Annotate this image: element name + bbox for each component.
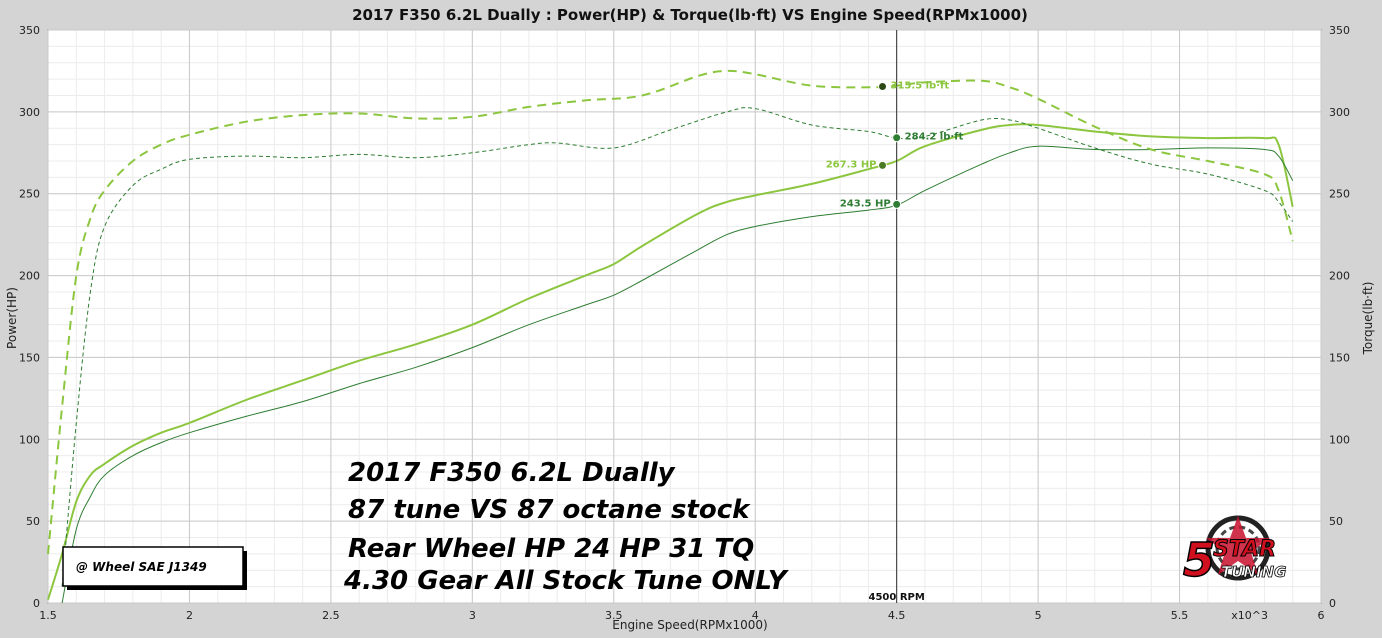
grid (47, 29, 1322, 604)
value-marker-label: 284.2 lb·ft (905, 132, 964, 143)
five-star-tuning-logo: 5 STAR TUNING (1182, 515, 1287, 588)
annotation-line-1: 2017 F350 6.2L Dually (348, 458, 676, 488)
x-multiplier-label: x10^3 (1231, 609, 1268, 622)
series-power-stock-line (61, 145, 1294, 604)
y-axis-title-right: Torque(lb·ft) (1361, 282, 1375, 356)
y-tick-label-left: 0 (33, 597, 40, 610)
y-tick-label-right: 250 (1329, 188, 1350, 201)
value-marker-dot[interactable] (878, 81, 888, 91)
x-tick-label: 4.5 (888, 609, 906, 622)
value-marker-dot[interactable] (892, 133, 902, 143)
y-tick-label-right: 200 (1329, 270, 1350, 283)
logo-tuning: TUNING (1221, 563, 1286, 581)
series-power-tune-line (47, 123, 1294, 601)
sae-badge: @ Wheel SAE J1349 (62, 546, 247, 590)
logo-number: 5 (1183, 533, 1215, 587)
x-tick-label: 2.5 (322, 609, 340, 622)
series-torque-stock-line (61, 107, 1294, 587)
y-tick-label-left: 350 (19, 24, 40, 37)
value-marker-dot[interactable] (878, 160, 888, 170)
series-torque-tune-line (47, 69, 1294, 554)
markers-layer: 315.5 lb·ft 284.2 lb·ft 267.3 HP 243.5 HP (826, 80, 964, 209)
y-tick-label-left: 50 (26, 515, 40, 528)
value-marker-label: 267.3 HP (826, 159, 877, 170)
x-tick-label: 1.5 (39, 609, 57, 622)
x-tick-label: 5.5 (1171, 609, 1189, 622)
y-tick-label-left: 300 (19, 106, 40, 119)
x-tick-label: 5 (1035, 609, 1042, 622)
annotation-line-3: Rear Wheel HP 24 HP 31 TQ (348, 534, 754, 564)
x-tick-label: 2 (186, 609, 193, 622)
value-marker-label: 243.5 HP (840, 198, 891, 209)
y-tick-label-right: 0 (1329, 597, 1336, 610)
chart-title: 2017 F350 6.2L Dually : Power(HP) & Torq… (352, 6, 1028, 24)
annotation-line-2: 87 tune VS 87 octane stock (348, 495, 751, 525)
y-tick-label-right: 300 (1329, 106, 1350, 119)
y-tick-label-right: 100 (1329, 433, 1350, 446)
y-axis-title-left: Power(HP) (5, 287, 19, 349)
x-axis-title: Engine Speed(RPMx1000) (612, 618, 768, 632)
y-tick-label-right: 50 (1329, 515, 1343, 528)
y-tick-label-left: 100 (19, 433, 40, 446)
sae-badge-text: @ Wheel SAE J1349 (76, 560, 207, 574)
y-tick-label-left: 150 (19, 351, 40, 364)
annotation-block: 2017 F350 6.2L Dually 87 tune VS 87 octa… (343, 458, 790, 596)
x-tick-label: 4 (752, 609, 759, 622)
y-tick-label-left: 250 (19, 188, 40, 201)
x-tick-label: 3.5 (605, 609, 623, 622)
rpm-cursor-label: 4500 RPM (869, 592, 925, 603)
y-tick-label-left: 200 (19, 270, 40, 283)
annotation-line-4: 4.30 Gear All Stock Tune ONLY (343, 566, 790, 596)
series-layer (47, 69, 1294, 604)
x-tick-label: 6 (1318, 609, 1325, 622)
value-marker-label: 315.5 lb·ft (891, 80, 950, 91)
y-tick-label-right: 150 (1329, 351, 1350, 364)
value-marker-dot[interactable] (892, 199, 902, 209)
y-tick-label-right: 350 (1329, 24, 1350, 37)
x-tick-label: 3 (469, 609, 476, 622)
logo-star: STAR (1213, 537, 1276, 562)
